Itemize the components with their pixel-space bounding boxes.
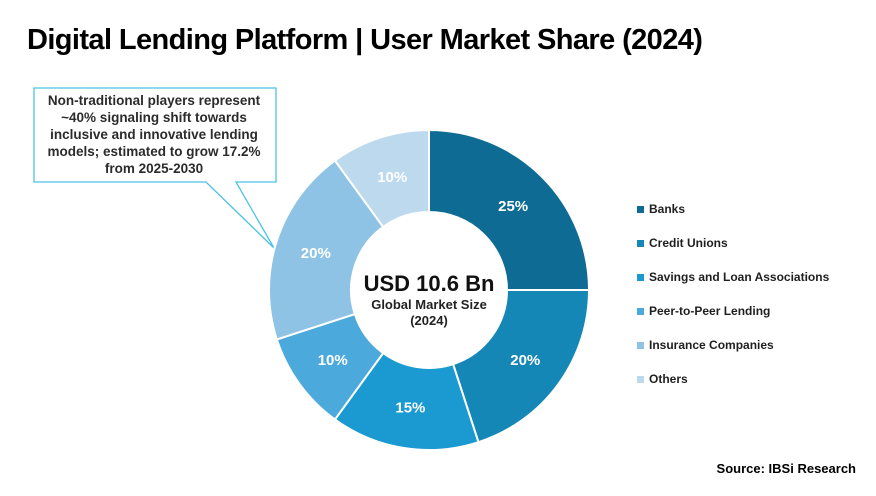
callout-text: Non-traditional players represent ~40% s…: [36, 92, 272, 177]
legend-item: Credit Unions: [637, 235, 728, 251]
slice-value-label: 10%: [318, 352, 348, 369]
legend-label: Credit Unions: [649, 236, 728, 250]
callout-line: inclusive and innovative lending: [50, 127, 258, 142]
legend-item: Peer-to-Peer Lending: [637, 303, 770, 319]
legend-label: Insurance Companies: [649, 338, 774, 352]
chart-title: Digital Lending Platform | User Market S…: [27, 24, 703, 56]
legend-label: Banks: [649, 202, 686, 216]
callout-line: from 2025-2030: [104, 161, 204, 176]
donut-slice-credit-unions: [451, 289, 591, 444]
slice-value-label: 20%: [510, 352, 540, 369]
callout-line: models; estimated to grow 17.2%: [47, 144, 261, 159]
legend-label: Savings and Loan Associations: [649, 270, 830, 284]
legend-label: Peer-to-Peer Lending: [649, 304, 771, 318]
donut-slice-others: [333, 128, 430, 229]
legend-item: Others: [637, 371, 688, 387]
donut-slice-banks: [428, 128, 591, 291]
slice-value-label: 25%: [498, 198, 528, 215]
legend-swatch: [637, 307, 644, 315]
legend-item: Insurance Companies: [637, 337, 774, 353]
callout-line: ~40% signaling shift towards: [61, 110, 247, 125]
legend-swatch: [637, 341, 644, 349]
donut-slices: [268, 128, 591, 451]
legend-label: Others: [649, 372, 688, 386]
source-note: Source: IBSi Research: [716, 461, 856, 476]
legend-item: Banks: [637, 201, 685, 217]
legend-swatch: [637, 239, 644, 247]
legend-swatch: [637, 375, 644, 383]
center-label: Global Market Size: [371, 297, 487, 312]
legend-swatch: [637, 205, 644, 213]
center-market-size-value: USD 10.6 Bn: [364, 271, 495, 296]
donut-slice-labels: 25% 20% 15% 10% 20% 10%: [301, 169, 540, 417]
slice-value-label: 10%: [377, 169, 407, 186]
slice-value-label: 20%: [301, 245, 331, 262]
donut-slice-insurance-companies: [268, 159, 385, 341]
legend-swatch: [637, 273, 644, 281]
callout-border: [33, 87, 277, 249]
callout-line: Non-traditional players represent: [47, 93, 261, 108]
slice-value-label: 15%: [395, 400, 425, 417]
donut-slice-savings-and-loan-associations: [333, 351, 480, 451]
center-year-label: (2024): [410, 313, 448, 328]
legend-item: Savings and Loan Associations: [637, 269, 829, 285]
